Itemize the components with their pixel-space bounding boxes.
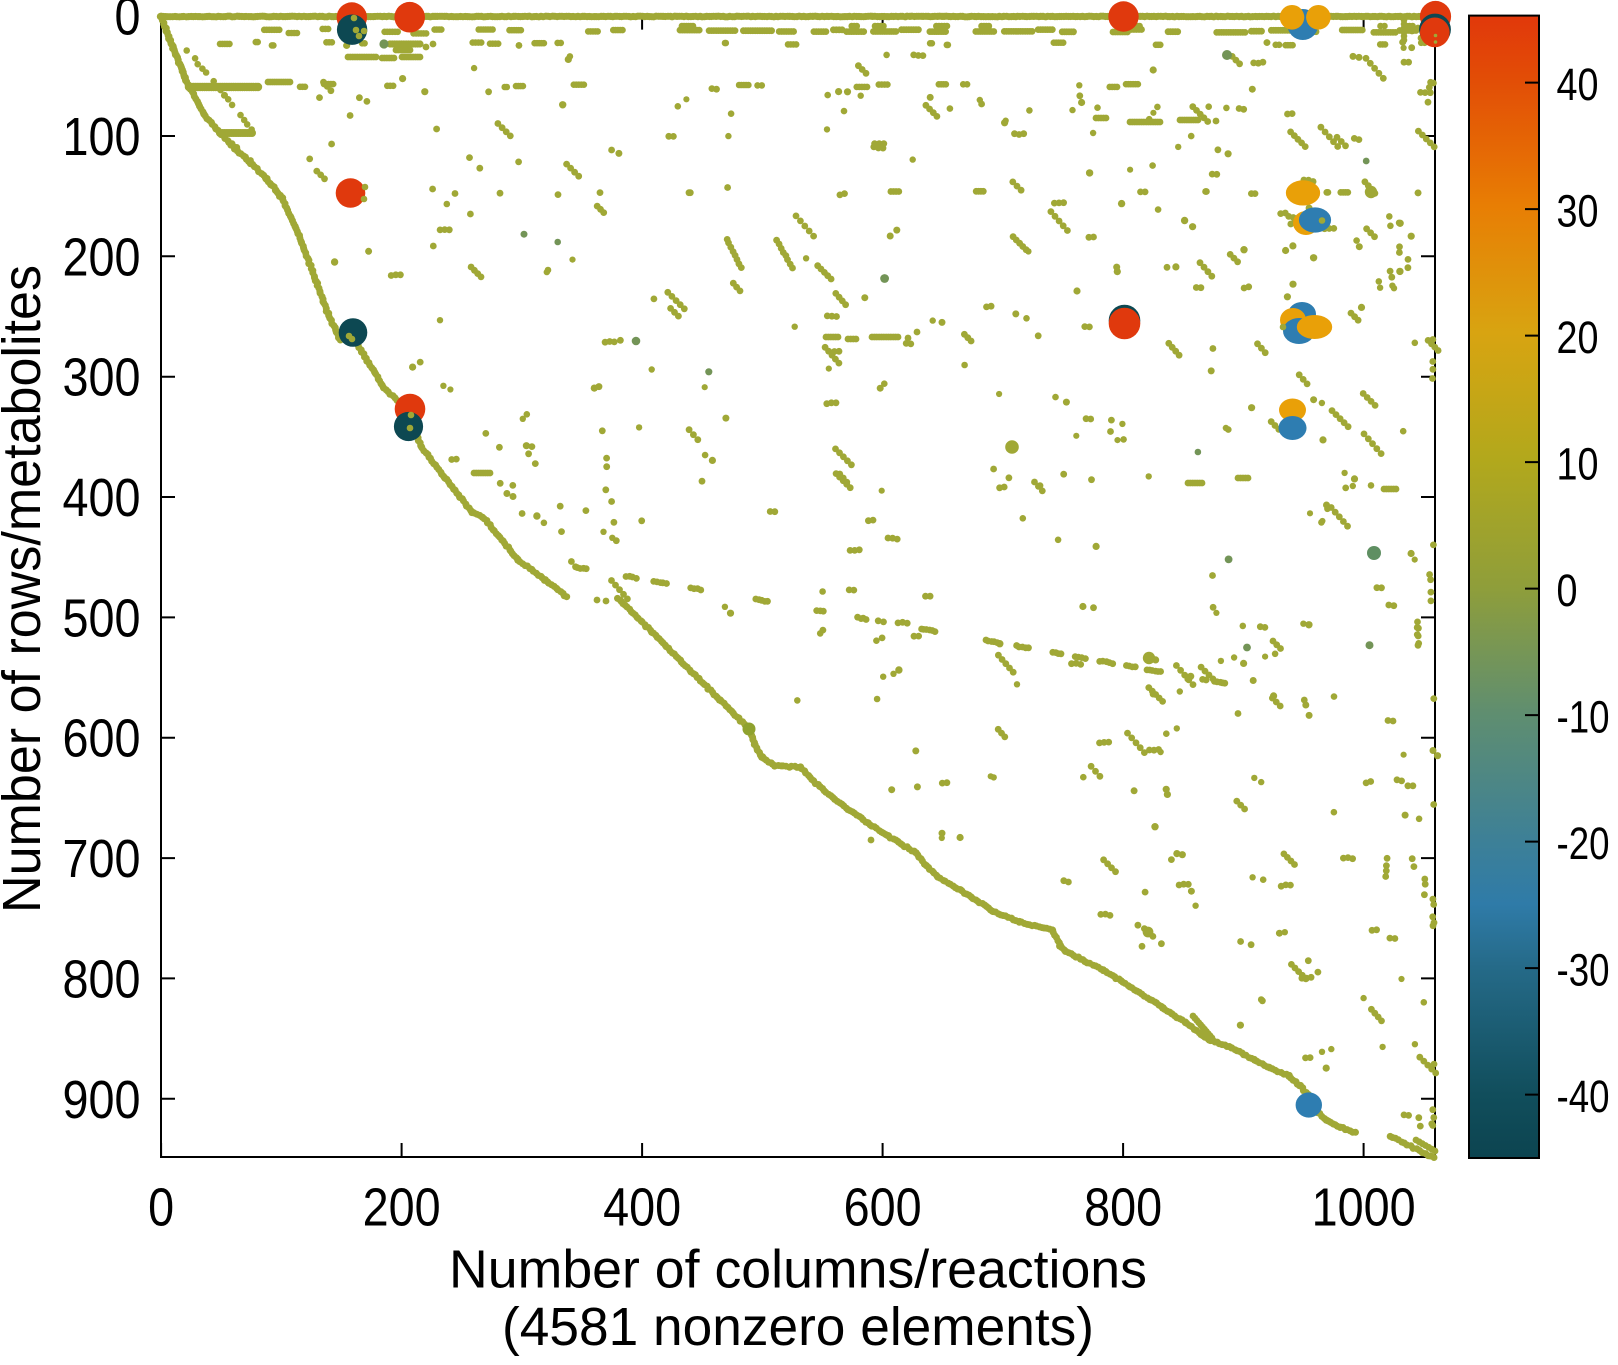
svg-text:40: 40 (1557, 59, 1599, 110)
svg-text:200: 200 (363, 1178, 441, 1238)
svg-text:700: 700 (63, 829, 141, 889)
svg-text:20: 20 (1557, 312, 1599, 363)
svg-text:600: 600 (844, 1178, 922, 1238)
svg-text:800: 800 (63, 949, 141, 1009)
svg-text:400: 400 (603, 1178, 681, 1238)
svg-text:900: 900 (63, 1070, 141, 1130)
svg-text:300: 300 (63, 348, 141, 408)
svg-text:-10: -10 (1557, 691, 1610, 742)
svg-text:-30: -30 (1557, 944, 1610, 995)
svg-text:0: 0 (148, 1178, 174, 1238)
svg-text:100: 100 (63, 107, 141, 167)
svg-text:0: 0 (1557, 565, 1578, 616)
svg-text:Number of columns/reactions: Number of columns/reactions (449, 1240, 1147, 1300)
svg-text:10: 10 (1557, 438, 1599, 489)
svg-text:Number of rows/metabolites: Number of rows/metabolites (0, 265, 52, 913)
svg-text:200: 200 (63, 227, 141, 287)
svg-text:500: 500 (63, 588, 141, 648)
svg-text:800: 800 (1084, 1178, 1162, 1238)
svg-text:1000: 1000 (1312, 1178, 1416, 1238)
svg-text:(4581 nonzero elements): (4581 nonzero elements) (502, 1297, 1094, 1357)
svg-text:30: 30 (1557, 185, 1599, 236)
svg-text:400: 400 (63, 468, 141, 528)
svg-text:-40: -40 (1557, 1071, 1610, 1122)
svg-text:0: 0 (115, 0, 141, 47)
svg-text:-20: -20 (1557, 818, 1610, 869)
svg-text:600: 600 (63, 709, 141, 769)
